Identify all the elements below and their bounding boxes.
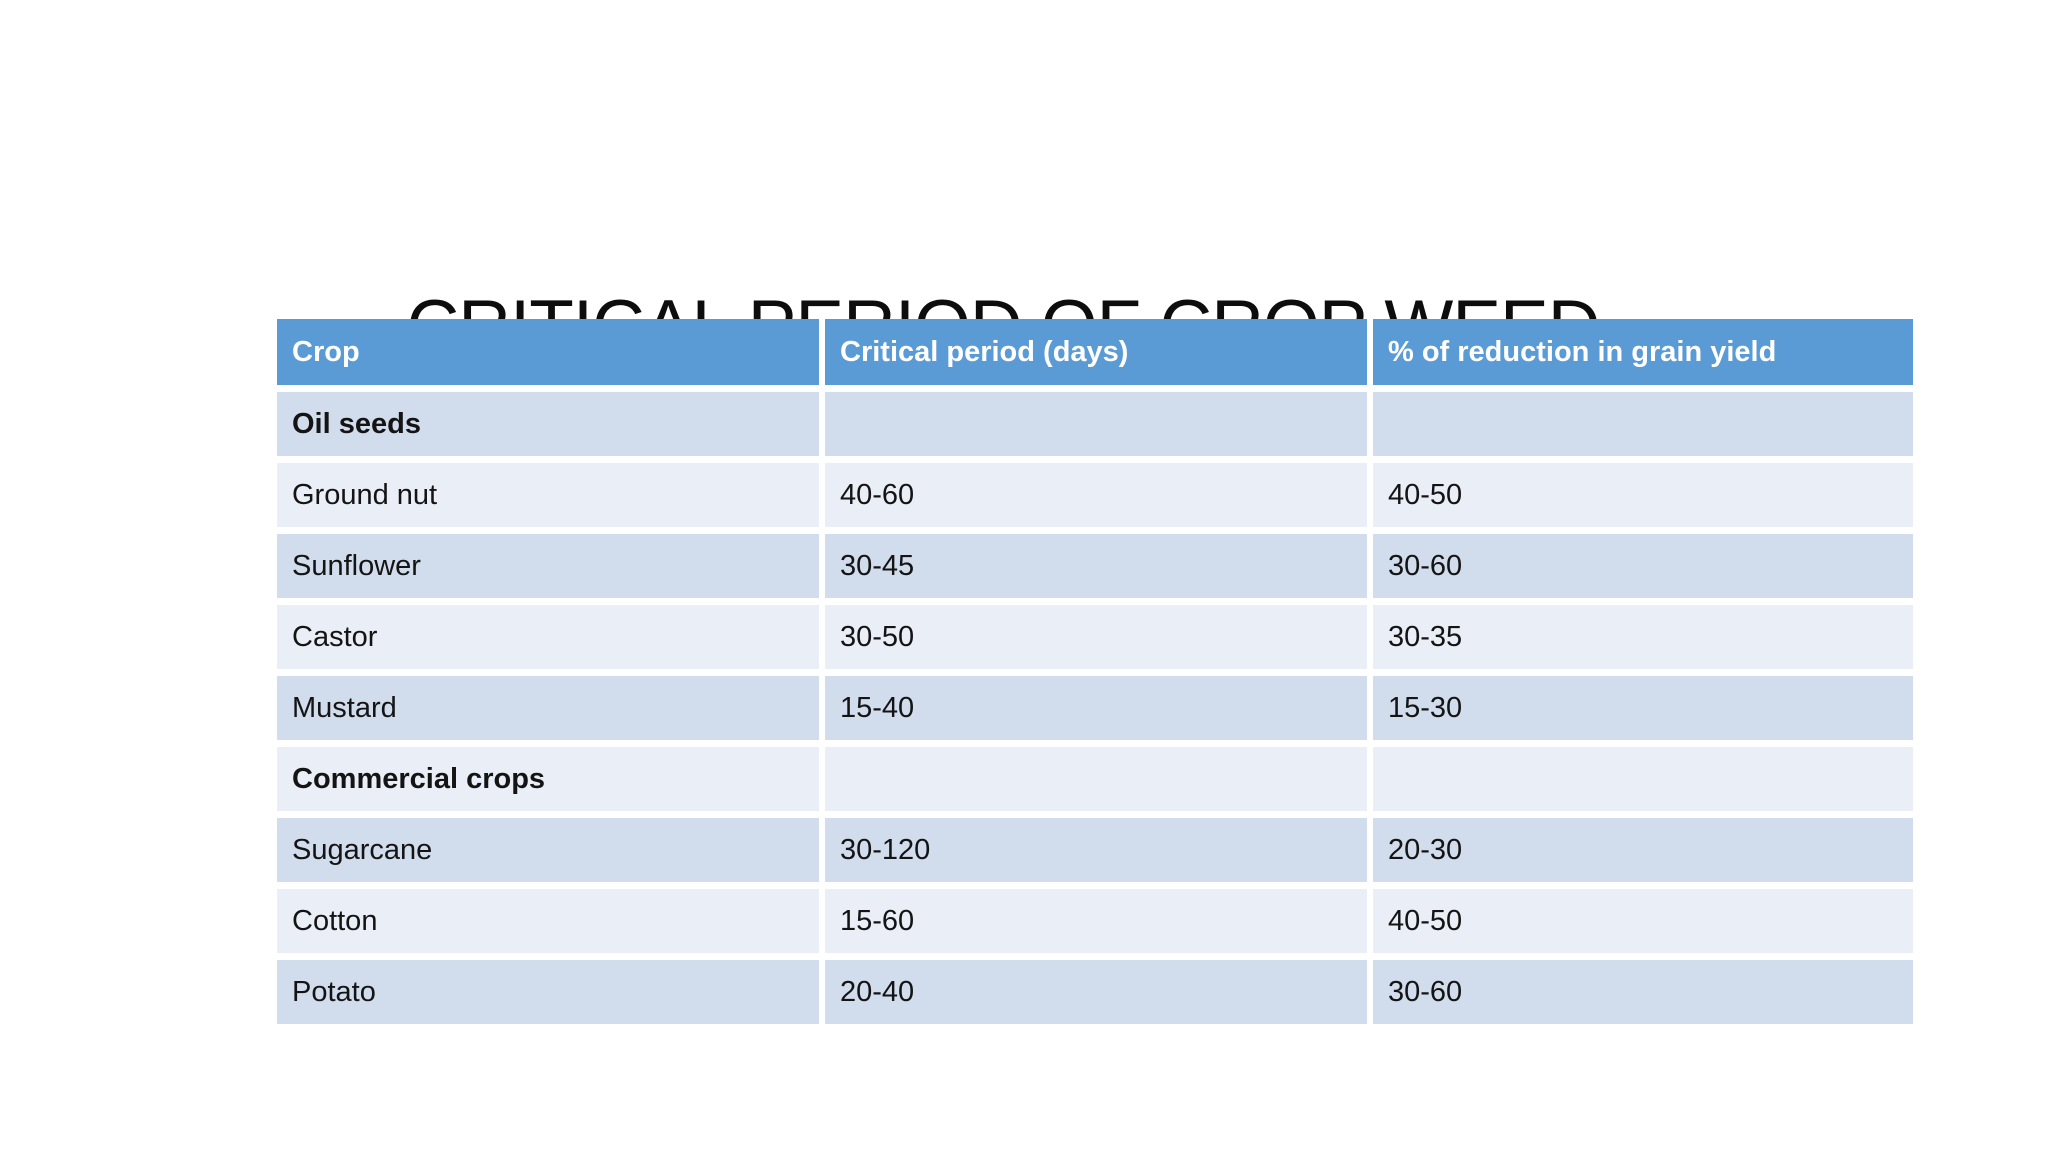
cell-period <box>822 743 1373 818</box>
cell-period: 15-40 <box>822 672 1373 747</box>
crop-weed-table: Crop Critical period (days) % of reducti… <box>277 319 1913 1024</box>
cell-yield: 40-50 <box>1370 885 1913 960</box>
header-cell-crop: Crop <box>277 319 825 392</box>
cell-crop: Oil seeds <box>277 388 825 463</box>
cell-period: 20-40 <box>822 956 1373 1024</box>
cell-crop: Sunflower <box>277 530 825 605</box>
cell-yield <box>1370 388 1913 463</box>
cell-period: 30-50 <box>822 601 1373 676</box>
cell-period: 30-45 <box>822 530 1373 605</box>
cell-crop: Castor <box>277 601 825 676</box>
cell-crop: Potato <box>277 956 825 1024</box>
table-row-mustard: Mustard 15-40 15-30 <box>277 672 1913 747</box>
cell-yield: 30-35 <box>1370 601 1913 676</box>
cell-yield: 30-60 <box>1370 956 1913 1024</box>
section-row-commercial-crops: Commercial crops <box>277 743 1913 818</box>
cell-yield: 30-60 <box>1370 530 1913 605</box>
cell-yield: 15-30 <box>1370 672 1913 747</box>
cell-yield: 40-50 <box>1370 459 1913 534</box>
cell-period: 15-60 <box>822 885 1373 960</box>
cell-period: 30-120 <box>822 814 1373 889</box>
table-row-sunflower: Sunflower 30-45 30-60 <box>277 530 1913 605</box>
table-header-row: Crop Critical period (days) % of reducti… <box>277 319 1913 392</box>
cell-crop: Cotton <box>277 885 825 960</box>
cell-yield <box>1370 743 1913 818</box>
cell-crop: Mustard <box>277 672 825 747</box>
table-row-cotton: Cotton 15-60 40-50 <box>277 885 1913 960</box>
section-row-oil-seeds: Oil seeds <box>277 388 1913 463</box>
cell-crop: Sugarcane <box>277 814 825 889</box>
cell-period <box>822 388 1373 463</box>
table-row-potato: Potato 20-40 30-60 <box>277 956 1913 1024</box>
header-cell-yield-reduction: % of reduction in grain yield <box>1370 319 1913 392</box>
table-row-castor: Castor 30-50 30-35 <box>277 601 1913 676</box>
cell-yield: 20-30 <box>1370 814 1913 889</box>
cell-period: 40-60 <box>822 459 1373 534</box>
table-row-sugarcane: Sugarcane 30-120 20-30 <box>277 814 1913 889</box>
table-row-ground-nut: Ground nut 40-60 40-50 <box>277 459 1913 534</box>
header-cell-critical-period: Critical period (days) <box>822 319 1373 392</box>
cell-crop: Commercial crops <box>277 743 825 818</box>
cell-crop: Ground nut <box>277 459 825 534</box>
